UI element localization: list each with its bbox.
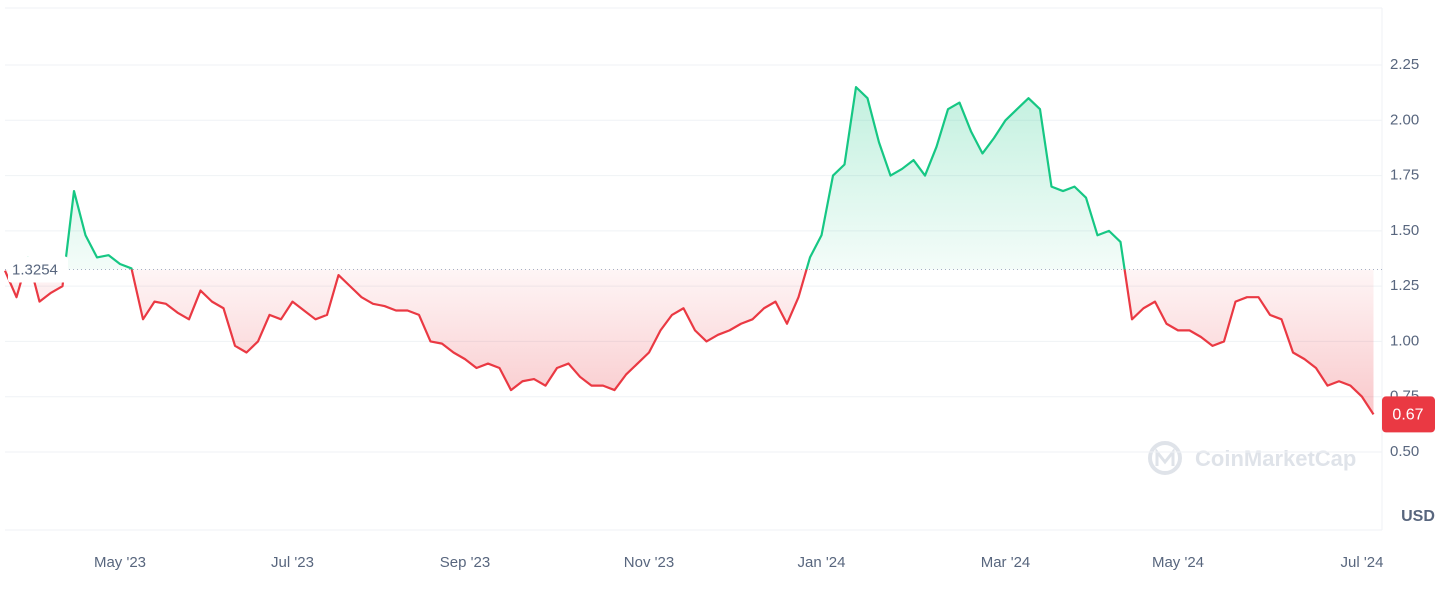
watermark-logo-m xyxy=(1155,447,1175,466)
x-tick-label: Jan '24 xyxy=(798,554,846,571)
y-tick-label: 2.25 xyxy=(1390,56,1419,73)
y-tick-label: 2.00 xyxy=(1390,111,1419,128)
y-tick-label: 1.50 xyxy=(1390,222,1419,239)
baseline-label-bg xyxy=(8,256,68,283)
x-tick-label: May '24 xyxy=(1152,554,1204,571)
watermark-text: CoinMarketCap xyxy=(1195,446,1356,471)
x-tick-label: Nov '23 xyxy=(624,554,674,571)
x-tick-label: Sep '23 xyxy=(440,554,490,571)
current-price-label: 0.67 xyxy=(1392,407,1423,424)
baseline-label: 1.3254 xyxy=(12,261,58,278)
y-tick-label: 1.75 xyxy=(1390,167,1419,184)
y-tick-label: 1.00 xyxy=(1390,332,1419,349)
y-tick-label: 1.25 xyxy=(1390,277,1419,294)
x-tick-label: Mar '24 xyxy=(981,554,1031,571)
x-tick-label: May '23 xyxy=(94,554,146,571)
current-price-bg xyxy=(1382,396,1435,433)
watermark-logo xyxy=(1148,441,1182,475)
watermark: CoinMarketCap xyxy=(1148,441,1356,475)
area-fill xyxy=(5,87,1374,415)
x-tick-label: Jul '24 xyxy=(1341,554,1384,571)
price-line xyxy=(3,86,1375,416)
currency-label: USD xyxy=(1401,508,1435,525)
x-tick-label: Jul '23 xyxy=(271,554,314,571)
y-tick-label: 0.50 xyxy=(1390,443,1419,460)
